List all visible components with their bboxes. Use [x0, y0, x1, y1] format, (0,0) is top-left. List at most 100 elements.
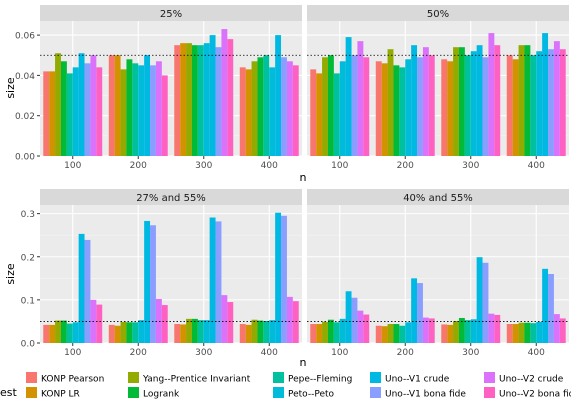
- facet-strip-label: 50%: [427, 9, 449, 20]
- bar-logrank: [191, 318, 198, 343]
- facet-strip: [307, 5, 569, 21]
- bar-uno-v2-crude: [422, 47, 429, 156]
- bar-uno-v1-bona-fide: [482, 262, 489, 343]
- bar-konp-lr: [114, 325, 121, 343]
- legend-key: [484, 387, 495, 398]
- bar-uno-v2-bona-fide: [292, 65, 299, 156]
- legend-label: KONP Pearson: [41, 375, 104, 385]
- x-axis-title-bottom: n: [300, 356, 307, 369]
- bar-konp-pearson: [108, 55, 115, 156]
- x-axis-title-top: n: [300, 171, 307, 184]
- y-tick-label: 0.2: [21, 253, 35, 263]
- bar-yang-prentice-invariant: [453, 47, 459, 156]
- bar-pepe-fleming: [197, 320, 204, 343]
- bar-konp-pearson: [441, 324, 448, 343]
- legend-label: KONP LR: [41, 390, 80, 400]
- x-tick-label: 200: [397, 348, 414, 358]
- legend-key: [128, 372, 139, 383]
- y-tick-label: 0.0: [21, 340, 36, 350]
- bar-konp-lr: [180, 324, 187, 343]
- legend: est KONP Pearson KONP LR Yang--Prentice Inv…: [0, 372, 571, 400]
- legend-label: Uno--V1 bona fide: [385, 390, 466, 400]
- bar-pepe-fleming: [399, 325, 406, 343]
- x-tick-label: 100: [64, 161, 81, 171]
- bar-yang-prentice-invariant: [251, 61, 258, 156]
- bar-peto-peto: [405, 59, 412, 156]
- bar-konp-lr: [316, 324, 323, 343]
- legend-label: Peto--Peto: [288, 390, 335, 400]
- legend-key: [273, 387, 284, 398]
- facet-strip: [40, 189, 302, 205]
- bar-peto-peto: [72, 322, 79, 343]
- bar-logrank: [191, 45, 198, 156]
- bar-yang-prentice-invariant: [518, 45, 525, 156]
- bar-uno-v1-bona-fide: [351, 55, 358, 156]
- facet-strip-label: 27% and 55%: [136, 193, 206, 204]
- bar-peto-peto: [405, 322, 412, 343]
- bar-uno-v2-bona-fide: [161, 75, 168, 156]
- bar-uno-v2-bona-fide: [494, 314, 501, 343]
- legend-label: Uno--V1 crude: [385, 375, 450, 385]
- bar-uno-v2-bona-fide: [227, 39, 234, 157]
- bar-uno-v1-crude: [542, 33, 549, 156]
- bar-uno-v1-bona-fide: [150, 225, 156, 343]
- bar-uno-v2-crude: [422, 317, 429, 343]
- bar-konp-pearson: [108, 324, 115, 343]
- bar-peto-peto: [470, 319, 477, 343]
- bar-yang-prentice-invariant: [518, 322, 525, 343]
- bar-uno-v2-bona-fide: [428, 318, 435, 343]
- bar-uno-v1-bona-fide: [281, 215, 287, 343]
- bar-peto-peto: [269, 320, 276, 343]
- bar-peto-peto: [203, 43, 210, 156]
- legend-key: [273, 372, 284, 383]
- bar-konp-pearson: [506, 55, 513, 156]
- bar-pepe-fleming: [530, 55, 537, 156]
- bar-pepe-fleming: [263, 55, 270, 156]
- bar-peto-peto: [138, 320, 145, 343]
- bar-konp-lr: [381, 63, 388, 157]
- facet-strip: [307, 189, 569, 205]
- bar-konp-pearson: [375, 325, 382, 343]
- legend-key: [370, 387, 381, 398]
- bar-konp-lr: [49, 324, 56, 343]
- bar-yang-prentice-invariant: [322, 321, 328, 343]
- y-tick-label: 0.1: [21, 296, 35, 306]
- bar-uno-v1-crude: [78, 233, 85, 343]
- bar-uno-v1-crude: [209, 217, 216, 343]
- bar-uno-v1-crude: [275, 212, 282, 343]
- facet-panel-3: 27% and 55% 0.0 0.1 0.2 0.3 100 200 300 400: [21, 189, 302, 358]
- y-tick-label: 0.3: [21, 210, 35, 220]
- bar-uno-v2-bona-fide: [227, 302, 234, 343]
- bar-logrank: [458, 317, 465, 343]
- x-tick-label: 300: [195, 161, 212, 171]
- bar-uno-v2-crude: [90, 55, 97, 156]
- bar-peto-peto: [339, 61, 346, 156]
- bar-logrank: [393, 324, 400, 343]
- bar-yang-prentice-invariant: [387, 324, 394, 343]
- bar-uno-v1-crude: [345, 291, 352, 343]
- bar-yang-prentice-invariant: [322, 57, 328, 156]
- bar-konp-pearson: [310, 324, 317, 343]
- bar-peto-peto: [536, 51, 543, 157]
- bar-yang-prentice-invariant: [186, 43, 192, 156]
- bar-pepe-fleming: [399, 67, 406, 156]
- bar-konp-pearson: [174, 324, 181, 343]
- bar-peto-peto: [269, 67, 276, 156]
- bar-konp-lr: [447, 324, 454, 343]
- x-tick-label: 300: [195, 348, 212, 358]
- bar-uno-v1-crude: [144, 55, 151, 156]
- bar-uno-v1-bona-fide: [215, 221, 222, 343]
- bar-pepe-fleming: [132, 63, 139, 157]
- bar-pepe-fleming: [464, 55, 471, 156]
- bar-logrank: [524, 45, 531, 156]
- facet-strip-label: 40% and 55%: [403, 193, 473, 204]
- facet-panel-4: 40% and 55% 100 200 300 400: [307, 189, 569, 358]
- y-tick-label: 0.00: [15, 153, 35, 163]
- bar-uno-v2-crude: [553, 41, 560, 156]
- bar-uno-v2-bona-fide: [96, 67, 103, 156]
- bar-konp-lr: [512, 324, 519, 343]
- bar-pepe-fleming: [263, 321, 270, 343]
- bar-pepe-fleming: [333, 322, 340, 343]
- bar-uno-v2-crude: [286, 296, 293, 343]
- bar-uno-v1-bona-fide: [215, 47, 222, 156]
